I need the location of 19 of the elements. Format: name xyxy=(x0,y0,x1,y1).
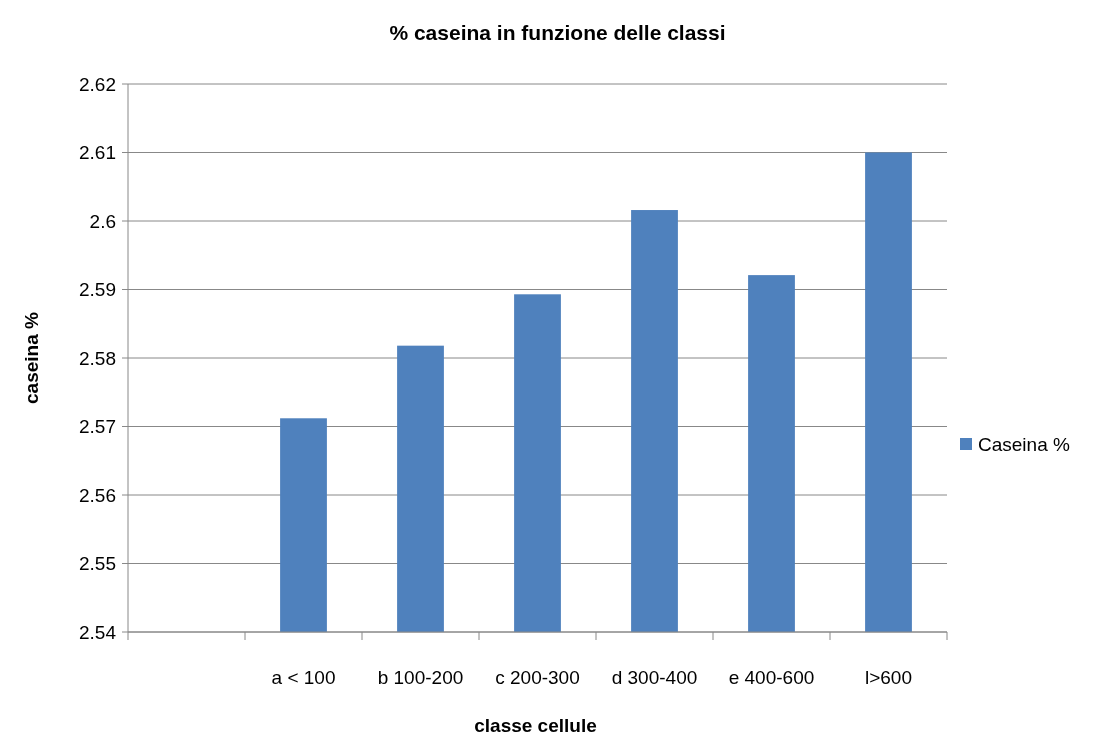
legend-label: Caseina % xyxy=(978,433,1070,455)
y-tick-label: 2.61 xyxy=(79,142,116,164)
y-axis-title: caseina % xyxy=(21,311,42,404)
x-tick-label: e 400-600 xyxy=(728,667,815,688)
y-tick-label: 2.55 xyxy=(79,553,116,575)
x-tick-label: d 300-400 xyxy=(611,667,698,688)
y-tick-label: 2.62 xyxy=(79,73,116,95)
x-tick-label: b 100-200 xyxy=(377,667,464,688)
y-tick-label: 2.57 xyxy=(79,416,116,438)
y-tick-label: 2.59 xyxy=(79,279,116,301)
y-tick-label: 2.54 xyxy=(79,621,117,643)
y-tick-label: 2.56 xyxy=(79,484,116,506)
y-tick-label: 2.6 xyxy=(89,210,116,232)
x-tick-label: a < 100 xyxy=(271,667,336,688)
x-tick-label: l>600 xyxy=(864,667,913,688)
x-tick-label: c 200-300 xyxy=(495,667,580,688)
chart-title: % caseina in funzione delle classi xyxy=(389,21,726,44)
y-tick-label: 2.58 xyxy=(79,347,116,369)
x-axis-title: classe cellule xyxy=(474,715,597,736)
